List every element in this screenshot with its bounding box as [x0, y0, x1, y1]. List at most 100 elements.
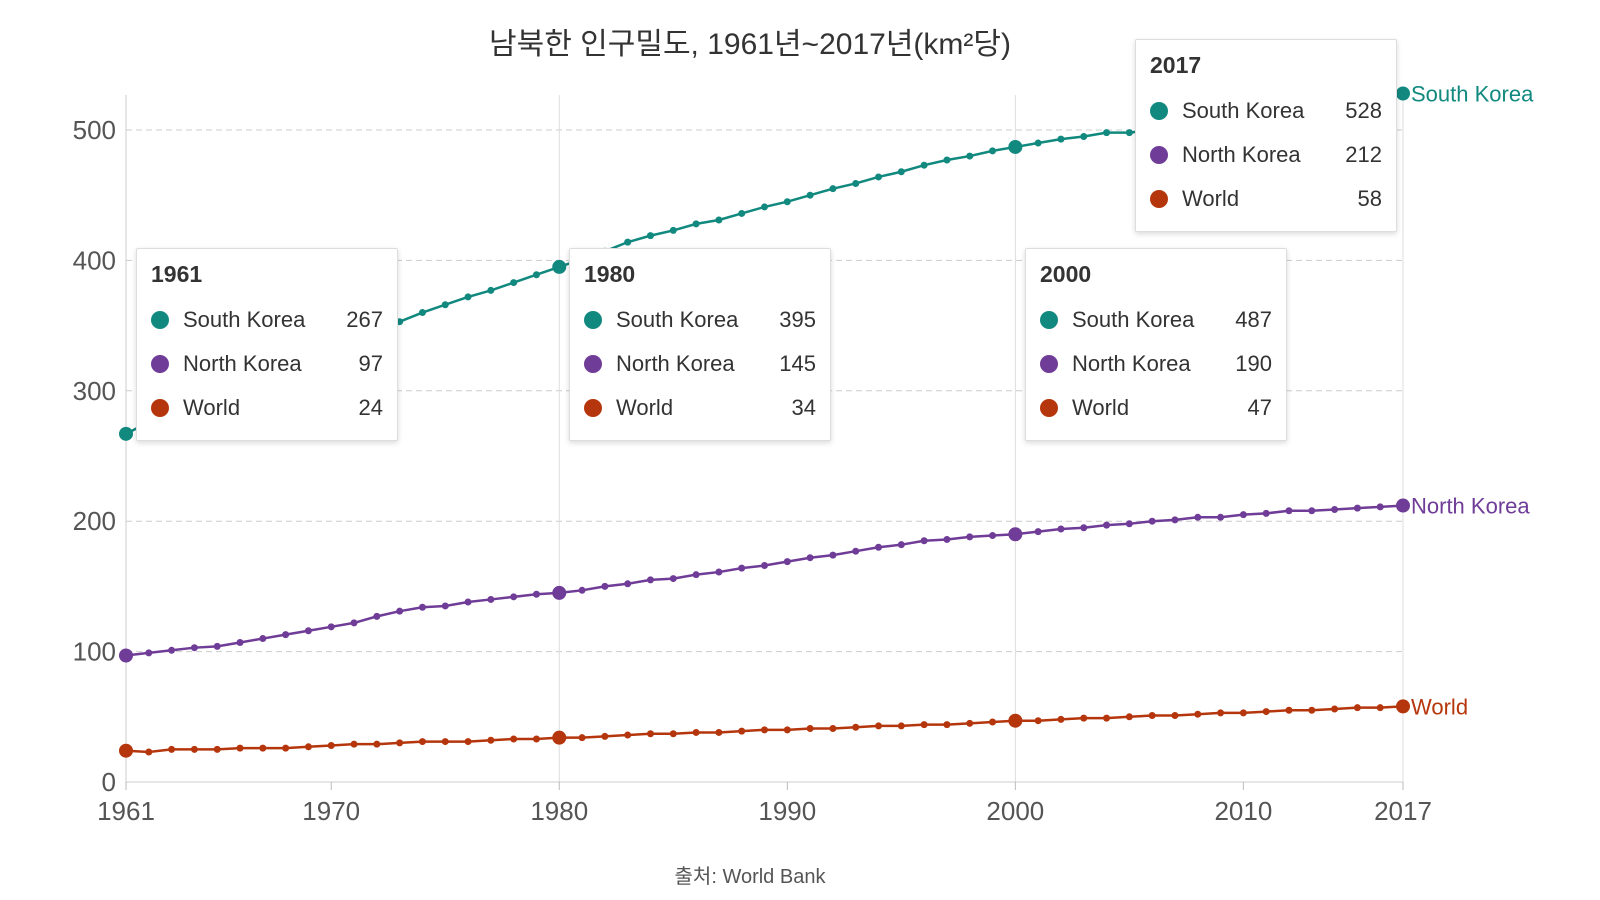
data-point	[1396, 498, 1410, 513]
data-point	[350, 740, 358, 748]
data-point	[966, 719, 974, 727]
data-point	[1080, 714, 1088, 722]
source-note: 출처: World Bank	[675, 865, 827, 888]
data-point	[646, 232, 654, 240]
data-point	[669, 575, 677, 583]
data-point	[1239, 709, 1247, 717]
tooltip-year: 1961	[151, 261, 203, 287]
data-point	[601, 732, 609, 740]
tooltip-series-name: World	[1072, 395, 1130, 420]
tooltip-row: North Korea 145	[584, 342, 816, 386]
data-point	[897, 168, 905, 176]
tooltip-series-name: North Korea	[1072, 351, 1191, 376]
data-point	[304, 627, 312, 635]
data-point	[1285, 706, 1293, 714]
data-point	[624, 731, 632, 739]
data-point	[304, 743, 312, 751]
data-point	[259, 635, 267, 643]
tooltip-series-name: South Korea	[1072, 307, 1195, 332]
data-point	[532, 735, 540, 743]
tooltip-1961: 1961 South Korea 267 North Korea 97 World 24	[136, 248, 398, 441]
data-point	[510, 593, 518, 601]
data-point	[1034, 528, 1042, 536]
data-point	[441, 301, 449, 309]
data-point	[327, 623, 335, 631]
data-point	[1308, 706, 1316, 714]
data-point	[738, 209, 746, 217]
x-tick-label: 2017	[1374, 796, 1432, 826]
data-point	[1194, 513, 1202, 521]
data-point	[282, 631, 290, 639]
data-point	[1008, 527, 1023, 542]
tooltip-row: South Korea 267	[151, 298, 383, 342]
tooltip-value: 487	[1235, 307, 1272, 332]
data-point	[145, 748, 153, 756]
tooltip-value: 267	[346, 307, 383, 332]
data-point	[920, 721, 928, 729]
data-point	[1353, 704, 1361, 712]
data-point	[989, 532, 997, 540]
data-point	[852, 547, 860, 555]
data-point	[487, 595, 495, 603]
legend-dot-icon	[584, 355, 602, 373]
data-point	[669, 730, 677, 738]
y-tick-label: 300	[73, 376, 116, 406]
legend-dot-icon	[1040, 355, 1058, 373]
tooltip-series-name: World	[1182, 186, 1240, 211]
data-point	[1148, 711, 1156, 719]
series-line-north-korea	[125, 504, 1404, 657]
data-point	[464, 293, 472, 301]
data-point	[510, 735, 518, 743]
data-point	[213, 642, 221, 650]
tooltip-year: 1980	[584, 261, 636, 287]
data-point	[1057, 715, 1065, 723]
series-end-labels: South Korea North Korea World	[1411, 81, 1534, 719]
data-point	[669, 226, 677, 234]
data-point	[761, 562, 768, 570]
data-point	[715, 568, 723, 576]
data-point	[624, 238, 632, 246]
data-point	[1308, 507, 1316, 515]
data-point	[761, 726, 768, 734]
data-point	[418, 738, 426, 746]
data-point	[761, 203, 768, 211]
data-point	[1194, 710, 1202, 718]
data-point	[1080, 524, 1088, 532]
data-point	[1034, 717, 1042, 725]
data-point	[236, 744, 244, 752]
data-point	[1396, 86, 1410, 101]
tooltip-row: North Korea 190	[1040, 342, 1272, 386]
data-point	[1376, 503, 1384, 511]
data-point	[1217, 709, 1225, 717]
legend-dot-icon	[151, 355, 169, 373]
data-point	[806, 191, 814, 199]
x-tick-label: 2010	[1214, 796, 1272, 826]
data-point	[601, 582, 609, 590]
tooltip-value: 145	[779, 351, 816, 376]
data-point	[1103, 129, 1111, 137]
data-point	[236, 638, 244, 646]
data-point	[532, 590, 540, 598]
tooltip-series-name: South Korea	[1182, 98, 1305, 123]
data-point	[350, 619, 358, 627]
data-point	[646, 730, 654, 738]
data-point	[966, 152, 974, 160]
tooltip-series-name: South Korea	[616, 307, 739, 332]
data-point	[487, 736, 495, 744]
tooltip-series-name: North Korea	[1182, 142, 1301, 167]
data-point	[715, 216, 723, 224]
tooltip-row: World 34	[584, 386, 816, 430]
tooltip-series-name: World	[183, 395, 241, 420]
data-point	[1262, 708, 1270, 716]
tooltip-value: 528	[1345, 98, 1382, 123]
data-point	[783, 198, 791, 206]
data-point	[418, 309, 426, 317]
data-point	[1034, 139, 1042, 147]
data-point	[624, 580, 632, 588]
tooltip-value: 190	[1235, 351, 1272, 376]
data-point	[119, 743, 133, 758]
legend-dot-icon	[584, 399, 602, 417]
data-point	[829, 185, 837, 193]
data-point	[852, 179, 860, 187]
data-point	[1171, 516, 1179, 524]
